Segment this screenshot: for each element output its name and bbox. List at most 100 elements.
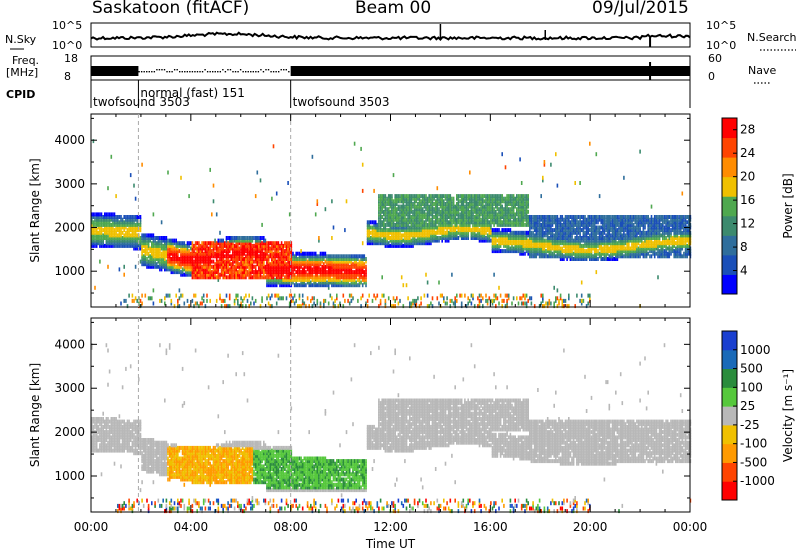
data-cell	[323, 251, 325, 256]
data-cell	[413, 217, 416, 222]
data-cell	[483, 209, 486, 214]
data-cell	[439, 217, 442, 222]
data-cell	[308, 277, 310, 282]
data-cell	[493, 272, 495, 277]
data-cell	[323, 304, 325, 309]
data-cell	[263, 257, 265, 261]
data-cell	[391, 238, 393, 243]
data-cell	[180, 254, 182, 259]
data-cell	[288, 257, 291, 261]
data-cell	[266, 254, 268, 259]
data-cell	[399, 241, 401, 246]
data-cell	[172, 270, 174, 275]
data-cell	[225, 267, 228, 272]
data-cell	[243, 241, 246, 246]
data-cell	[391, 217, 393, 222]
data-cell	[326, 259, 328, 264]
data-cell	[266, 246, 268, 251]
data-cell	[280, 296, 283, 301]
data-cell	[538, 304, 541, 309]
data-cell	[324, 251, 327, 256]
data-cell	[298, 272, 301, 277]
data-cell	[220, 298, 223, 303]
data-cell	[266, 280, 268, 285]
data-cell	[412, 222, 414, 227]
data-cell	[418, 220, 421, 225]
data-cell	[584, 238, 586, 243]
data-cell	[228, 259, 231, 264]
data-cell	[478, 230, 481, 235]
data-cell	[334, 280, 336, 285]
data-cell	[587, 243, 589, 248]
data-cell	[173, 241, 176, 246]
data-cell	[261, 241, 263, 246]
data-cell	[430, 196, 432, 201]
data-cell	[293, 272, 296, 277]
data-cell	[334, 264, 336, 269]
data-cell	[456, 230, 458, 235]
data-cell	[305, 272, 307, 277]
data-cell	[486, 222, 489, 227]
data-cell	[525, 236, 528, 240]
data-cell	[506, 298, 508, 303]
data-cell	[561, 225, 564, 230]
data-cell	[378, 196, 380, 201]
data-cell	[353, 280, 356, 285]
data-cell	[460, 194, 463, 199]
data-cell	[164, 254, 166, 259]
data-cell	[483, 222, 486, 227]
data-cell	[423, 215, 426, 219]
data-cell	[434, 230, 437, 235]
data-cell	[154, 246, 156, 251]
data-cell	[329, 280, 332, 285]
data-cell	[151, 262, 153, 267]
data-cell	[462, 194, 465, 199]
data-cell	[147, 254, 150, 259]
data-cell	[580, 215, 583, 219]
data-cell	[117, 236, 119, 240]
data-cell	[495, 243, 497, 248]
data-cell	[297, 304, 299, 309]
data-cell	[564, 249, 567, 254]
data-cell	[92, 238, 95, 243]
data-cell	[413, 204, 416, 209]
data-cell	[451, 209, 453, 214]
data-cell	[180, 272, 182, 277]
data-cell	[269, 241, 272, 246]
data-cell	[141, 249, 143, 254]
data-cell	[525, 304, 528, 309]
data-cell	[136, 222, 138, 227]
data-cell	[275, 259, 278, 264]
data-cell	[250, 241, 252, 246]
data-cell	[212, 183, 215, 188]
data-cell	[207, 241, 210, 246]
data-cell	[235, 246, 237, 251]
data-cell	[431, 204, 434, 209]
data-cell	[123, 236, 125, 240]
data-cell	[172, 254, 174, 259]
data-cell	[183, 246, 186, 251]
data-cell	[282, 251, 284, 256]
data-cell	[433, 215, 435, 219]
data-cell	[256, 259, 259, 264]
data-cell	[378, 222, 380, 227]
data-cell	[490, 233, 492, 238]
data-cell	[555, 215, 557, 219]
data-cell	[582, 222, 585, 227]
data-cell	[365, 301, 367, 306]
data-cell	[157, 243, 160, 248]
data-cell	[164, 262, 166, 267]
data-cell	[339, 283, 341, 288]
data-cell	[105, 228, 108, 233]
data-cell	[457, 196, 460, 201]
data-cell	[576, 220, 578, 225]
data-cell	[251, 251, 254, 256]
nave-tick-bottom: 0	[708, 70, 715, 83]
data-cell	[412, 225, 414, 230]
data-cell	[472, 196, 474, 201]
data-cell	[590, 243, 593, 248]
data-cell	[105, 215, 108, 219]
data-cell	[272, 259, 275, 264]
data-cell	[293, 293, 296, 298]
data-cell	[280, 254, 283, 259]
